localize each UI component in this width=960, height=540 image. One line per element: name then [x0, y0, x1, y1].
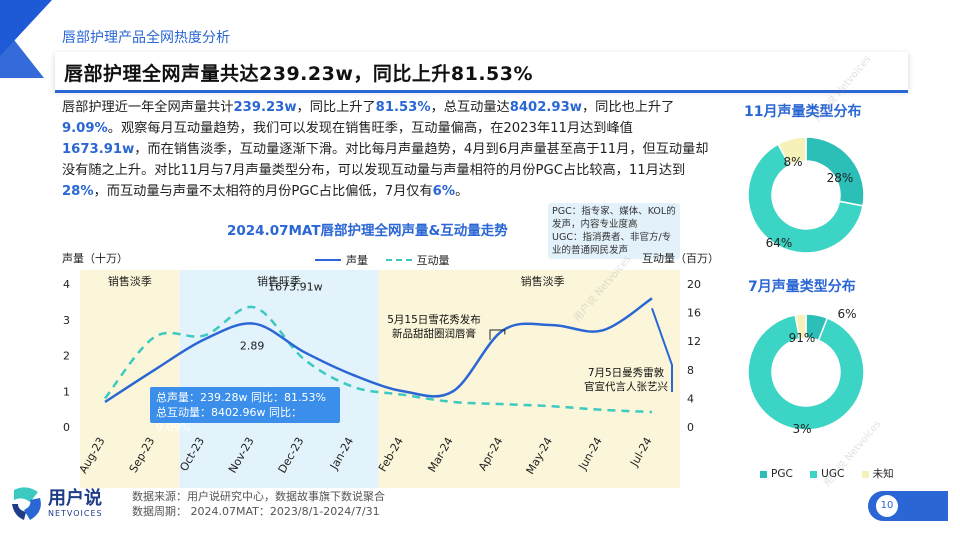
y-tick-left: 2 — [63, 350, 70, 363]
corner-decoration — [0, 0, 52, 78]
definition-note: PGC：指专家、媒体、KOL的发声，内容专业度高 UGC：指消费者、非官方/专业… — [548, 203, 680, 259]
data-source: 数据来源：用户说研究中心，数据故事旗下数说聚合 数据周期： 2024.07MAT… — [132, 489, 385, 519]
x-tick-label: Oct-23 — [177, 435, 207, 474]
event-callout-line — [651, 307, 673, 392]
y-tick-right: 8 — [687, 364, 694, 377]
chart-legend: 声量 互动量 — [315, 251, 464, 268]
highlight-total-volume: 239.23w — [233, 100, 297, 115]
legend-swatch-interaction — [385, 259, 412, 261]
season-band — [179, 270, 379, 488]
page-number-badge: 10 — [868, 491, 948, 521]
pie-legend: PGC UGC 未知 — [760, 466, 908, 481]
y-axis-label-right: 互动量（百万） — [642, 252, 719, 265]
pie-slice — [747, 143, 864, 254]
event-callout-line — [489, 329, 506, 340]
x-tick-label: Dec-23 — [276, 435, 307, 476]
pie-legend-ugc: UGC — [810, 468, 844, 480]
pie-legend-unknown: 未知 — [861, 468, 894, 480]
y-tick-left: 1 — [63, 385, 70, 398]
season-band-label: 销售淡季 — [108, 274, 152, 288]
x-tick-label: Nov-23 — [226, 435, 257, 475]
legend-swatch-volume — [315, 259, 341, 261]
y-tick-right: 4 — [687, 392, 694, 405]
pie-slice-label: 91% — [789, 331, 816, 345]
watermark: 用户说 Netvoices — [572, 253, 634, 324]
pie-title-nov: 11月声量类型分布 — [744, 104, 862, 120]
x-tick-label: Jul-24 — [627, 435, 654, 469]
season-band — [378, 270, 680, 488]
note-pgc: PGC：指专家、媒体、KOL的发声，内容专业度高 — [552, 206, 676, 230]
section-label: 唇部护理产品全网热度分析 — [62, 30, 230, 46]
stats-interaction: 总互动量：8402.96w 同比：9.09% — [156, 406, 302, 434]
pie-title-jul: 7月声量类型分布 — [748, 279, 856, 295]
x-tick-label: Sep-23 — [127, 435, 158, 475]
event-annotation-line2: 新品甜甜圈润唇膏 — [392, 327, 476, 340]
nov-data-label: 2.89 — [240, 340, 265, 353]
title-bar — [55, 52, 908, 90]
period-line: 数据周期： 2024.07MAT：2023/8/1-2024/7/31 — [132, 505, 380, 518]
highlight-interaction-growth: 9.09% — [62, 121, 108, 136]
x-tick-label: Jun-24 — [576, 435, 605, 473]
y-tick-left: 0 — [63, 421, 70, 434]
x-tick-label: Mar-24 — [425, 435, 455, 474]
highlight-total-interaction: 8402.93w — [509, 100, 582, 115]
x-tick-label: Feb-24 — [376, 435, 406, 474]
y-tick-left: 4 — [63, 278, 70, 291]
page-title: 唇部护理全网声量共达239.23w，同比上升81.53% — [64, 63, 534, 85]
page-number: 10 — [876, 495, 898, 517]
stats-box: 总声量：239.28w 同比：81.53% 总互动量：8402.96w 同比：9… — [150, 387, 340, 434]
x-tick-label: May-24 — [524, 435, 556, 477]
y-tick-right: 0 — [687, 421, 694, 434]
summary-paragraph: 唇部护理近一年全网声量共计239.23w，同比上升了81.53%，总互动量达84… — [62, 100, 709, 199]
season-band — [80, 270, 180, 488]
pie-slice — [747, 314, 865, 431]
x-tick-label: Aug-23 — [77, 435, 108, 476]
season-band-label: 销售旺季 — [257, 274, 301, 288]
brand-logo: 用户说 NETVOICES — [10, 484, 103, 522]
pie-slice-label: 6% — [837, 307, 856, 321]
highlight-nov-pgc: 28% — [62, 184, 94, 199]
logo-en: NETVOICES — [48, 508, 103, 518]
y-tick-left: 3 — [63, 314, 70, 327]
title-underline — [55, 90, 908, 93]
x-tick-label: Jan-24 — [327, 435, 356, 473]
source-line: 数据来源：用户说研究中心，数据故事旗下数说聚合 — [132, 490, 385, 503]
pie-slice-label: 8% — [783, 155, 802, 169]
season-band-label: 销售淡季 — [521, 274, 565, 288]
pie-slice-label: 3% — [792, 422, 811, 436]
pie-slice — [777, 136, 807, 167]
logo-icon — [12, 487, 41, 520]
event-annotation-line1: 5月15日雪花秀发布 — [387, 313, 481, 326]
highlight-jul-pgc: 6% — [432, 184, 456, 199]
y-tick-right: 20 — [687, 278, 701, 291]
pie-slice — [805, 313, 829, 342]
stats-volume: 总声量：239.28w 同比：81.53% — [156, 391, 326, 404]
logo-cn: 用户说 — [48, 487, 102, 509]
y-axis-label-left: 声量（十万） — [62, 252, 128, 265]
x-tick-label: Apr-24 — [476, 435, 505, 473]
pie-legend-pgc: PGC — [760, 468, 793, 480]
event-annotation-line2: 官宣代言人张艺兴 — [584, 380, 668, 393]
chart-title: 2024.07MAT唇部护理全网声量&互动量走势 — [227, 223, 508, 239]
legend-item-volume: 声量 — [315, 252, 368, 268]
event-annotation-line1: 7月5日曼秀雷敦 — [588, 366, 665, 379]
pie-slice-label: 28% — [827, 171, 854, 185]
y-tick-right: 12 — [687, 335, 701, 348]
highlight-peak: 1673.91w — [62, 142, 135, 157]
note-ugc: UGC：指消费者、非官方/专业的普通网民发声 — [552, 232, 672, 256]
pie-slice — [805, 136, 865, 207]
highlight-volume-growth: 81.53% — [375, 100, 431, 115]
pie-slice — [794, 313, 807, 340]
peak-data-label: 1673.91w — [268, 280, 322, 293]
legend-item-interaction: 互动量 — [385, 252, 450, 268]
y-tick-right: 16 — [687, 307, 701, 320]
pie-slice-label: 64% — [766, 236, 793, 250]
